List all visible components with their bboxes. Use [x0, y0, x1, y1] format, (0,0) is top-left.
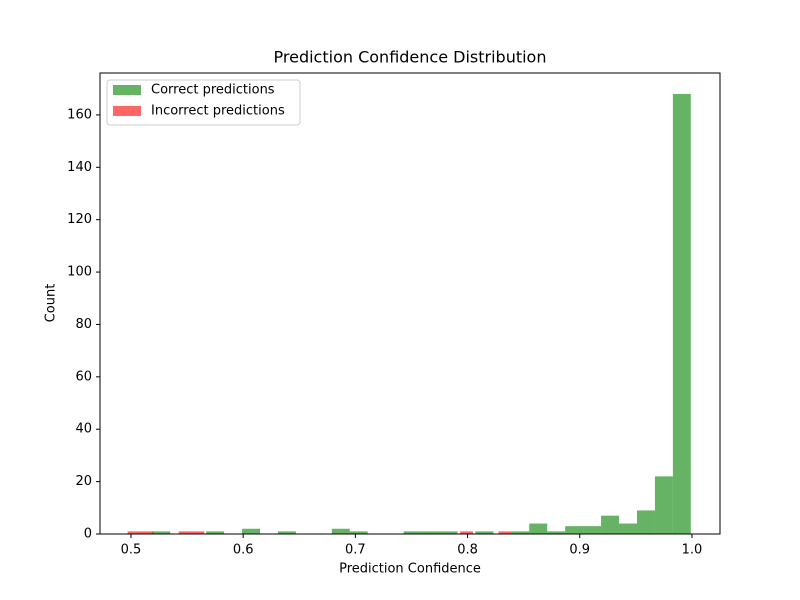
bar — [583, 526, 602, 534]
bar — [565, 526, 584, 534]
bar — [529, 523, 548, 534]
bar — [421, 531, 440, 534]
y-tick-label: 80 — [75, 317, 92, 332]
bar — [547, 531, 566, 534]
bar — [619, 523, 637, 534]
bar — [403, 531, 422, 534]
bar — [654, 476, 673, 534]
bar — [277, 531, 296, 534]
bar — [460, 531, 473, 534]
bar — [475, 531, 494, 534]
y-tick-label: 120 — [67, 212, 92, 227]
bar — [349, 531, 368, 534]
legend-swatch — [113, 106, 141, 116]
bar — [511, 531, 530, 534]
y-axis-label: Count — [44, 284, 59, 323]
bar — [127, 531, 141, 534]
bar — [152, 531, 171, 534]
x-tick-label: 0.8 — [457, 543, 478, 558]
bar — [601, 515, 620, 534]
legend-swatch — [113, 85, 141, 95]
x-tick-label: 1.0 — [682, 543, 703, 558]
chart-title: Prediction Confidence Distribution — [274, 48, 547, 67]
x-tick-label: 0.5 — [121, 543, 142, 558]
legend-label: Incorrect predictions — [151, 104, 285, 119]
bar — [498, 531, 512, 534]
bar — [178, 531, 192, 534]
bar — [636, 510, 655, 534]
bar — [331, 528, 350, 534]
bar — [439, 531, 458, 534]
y-tick-label: 0 — [84, 527, 92, 542]
x-axis-label: Prediction Confidence — [339, 562, 481, 577]
legend-box — [106, 79, 301, 126]
x-tick-label: 0.6 — [233, 543, 254, 558]
x-tick-label: 0.7 — [345, 543, 366, 558]
legend-label: Correct predictions — [151, 83, 275, 98]
bar — [206, 531, 225, 534]
bar — [672, 93, 691, 535]
y-tick-label: 100 — [67, 265, 92, 280]
plot-frame — [99, 72, 721, 535]
bar — [191, 531, 205, 534]
y-tick-label: 40 — [75, 422, 92, 437]
y-tick-label: 60 — [75, 369, 92, 384]
y-tick-label: 20 — [75, 474, 92, 489]
bar — [140, 531, 154, 534]
x-tick-label: 0.9 — [569, 543, 590, 558]
y-tick-label: 160 — [67, 107, 92, 122]
bar — [242, 528, 260, 534]
y-tick-label: 140 — [67, 160, 92, 175]
